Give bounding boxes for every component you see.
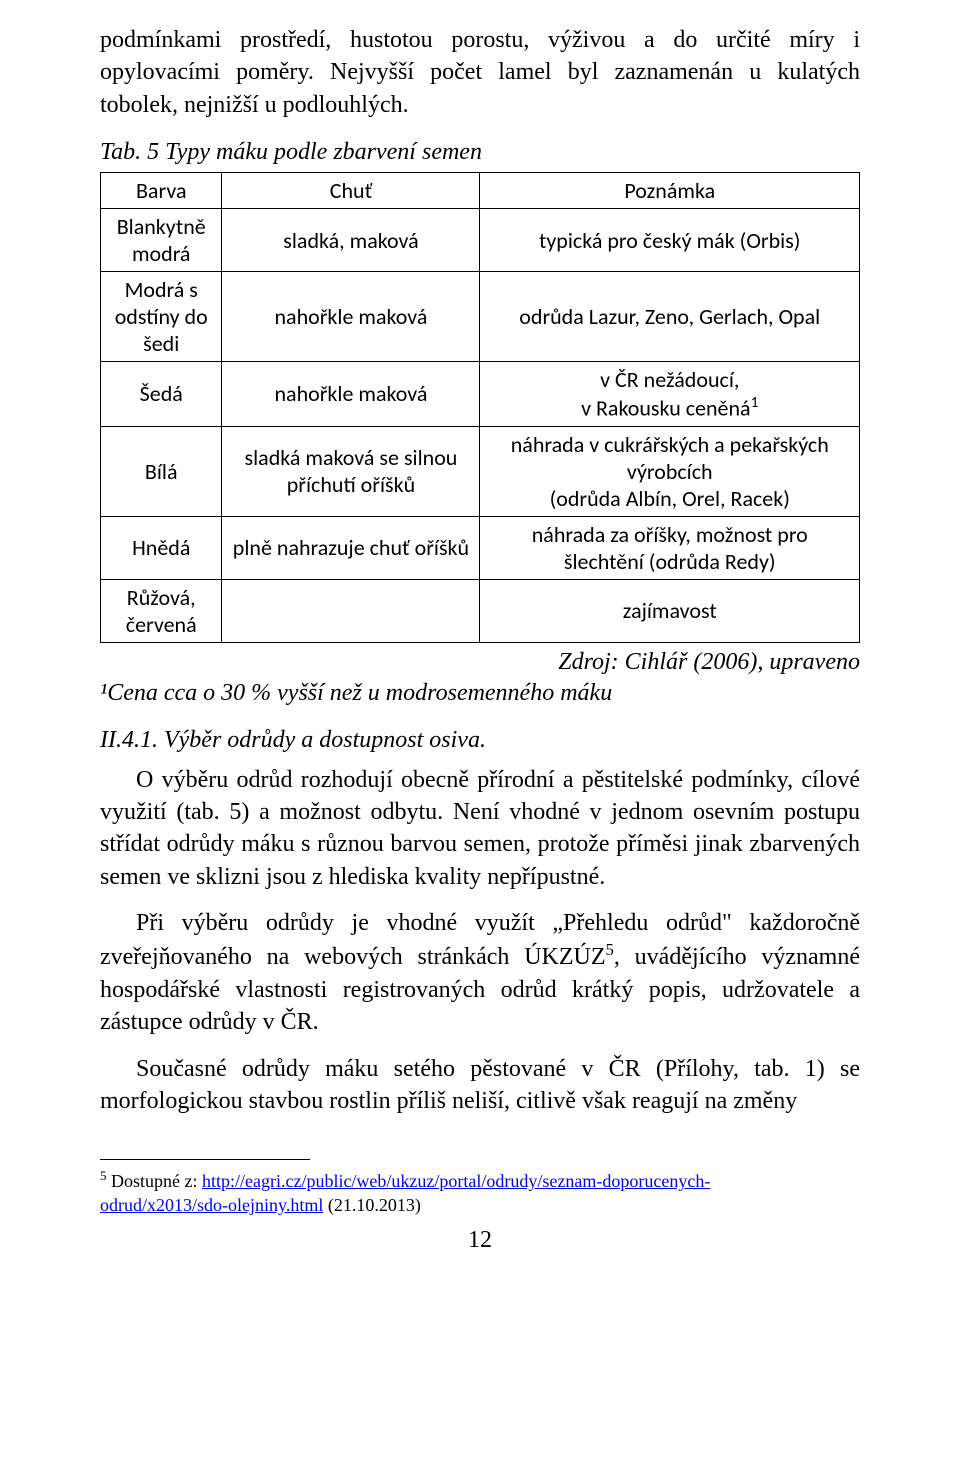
cell-chut: nahořkle maková xyxy=(222,362,480,426)
table-row: Modrá s odstíny do šedi nahořkle maková … xyxy=(101,272,860,362)
cell-chut: nahořkle maková xyxy=(222,272,480,362)
cell-chut xyxy=(222,579,480,642)
cell-pozn: náhrada za oříšky, možnost pro šlechtění… xyxy=(480,516,860,579)
cell-chut: sladká, maková xyxy=(222,209,480,272)
table-row: Šedá nahořkle maková v ČR nežádoucí,v Ra… xyxy=(101,362,860,426)
table-row: Hnědá plně nahrazuje chuť oříšků náhrada… xyxy=(101,516,860,579)
table-source: Zdroj: Cihlář (2006), upraveno xyxy=(100,649,860,676)
cell-barva: Bílá xyxy=(101,426,222,516)
body-paragraph-1: O výběru odrůd rozhodují obecně přírodní… xyxy=(100,764,860,894)
cell-barva: Hnědá xyxy=(101,516,222,579)
footnote-separator xyxy=(100,1159,310,1160)
cell-barva: Šedá xyxy=(101,362,222,426)
intro-paragraph: podmínkami prostředí, hustotou porostu, … xyxy=(100,24,860,121)
cell-chut: plně nahrazuje chuť oříšků xyxy=(222,516,480,579)
footnote-post: (21.10.2013) xyxy=(323,1195,421,1215)
col-header-chut: Chuť xyxy=(222,173,480,209)
table-header-row: Barva Chuť Poznámka xyxy=(101,173,860,209)
seed-color-table: Barva Chuť Poznámka Blankytně modrá slad… xyxy=(100,172,860,642)
footnote-link-line2[interactable]: odrud/x2013/sdo-olejniny.html xyxy=(100,1195,323,1215)
cell-pozn: v ČR nežádoucí,v Rakousku ceněná1 xyxy=(480,362,860,426)
page: podmínkami prostředí, hustotou porostu, … xyxy=(0,0,960,1472)
footnote-5: 5 Dostupné z: http://eagri.cz/public/web… xyxy=(100,1168,860,1217)
section-heading: II.4.1. Výběr odrůdy a dostupnost osiva. xyxy=(100,727,860,754)
table-row: Bílá sladká maková se silnou příchutí oř… xyxy=(101,426,860,516)
body-paragraph-3: Současné odrůdy máku setého pěstované v … xyxy=(100,1053,860,1118)
table-row: Růžová, červená zajímavost xyxy=(101,579,860,642)
cell-pozn: náhrada v cukrářských a pekařských výrob… xyxy=(480,426,860,516)
page-number: 12 xyxy=(100,1227,860,1254)
col-header-barva: Barva xyxy=(101,173,222,209)
col-header-poznamka: Poznámka xyxy=(480,173,860,209)
table-caption: Tab. 5 Typy máku podle zbarvení semen xyxy=(100,139,860,166)
cell-chut: sladká maková se silnou příchutí oříšků xyxy=(222,426,480,516)
footnote-link-line1[interactable]: http://eagri.cz/public/web/ukzuz/portal/… xyxy=(202,1171,710,1191)
footnote-pre: Dostupné z: xyxy=(107,1171,202,1191)
cell-pozn: typická pro český mák (Orbis) xyxy=(480,209,860,272)
cell-barva: Modrá s odstíny do šedi xyxy=(101,272,222,362)
cell-barva: Blankytně modrá xyxy=(101,209,222,272)
cell-barva: Růžová, červená xyxy=(101,579,222,642)
table-row: Blankytně modrá sladká, maková typická p… xyxy=(101,209,860,272)
table-footnote: ¹Cena cca o 30 % vyšší než u modrosemenn… xyxy=(100,680,860,707)
cell-pozn: odrůda Lazur, Zeno, Gerlach, Opal xyxy=(480,272,860,362)
cell-pozn: zajímavost xyxy=(480,579,860,642)
footnote-ref-5: 5 xyxy=(606,940,614,959)
body-paragraph-2: Při výběru odrůdy je vhodné využít „Přeh… xyxy=(100,907,860,1039)
